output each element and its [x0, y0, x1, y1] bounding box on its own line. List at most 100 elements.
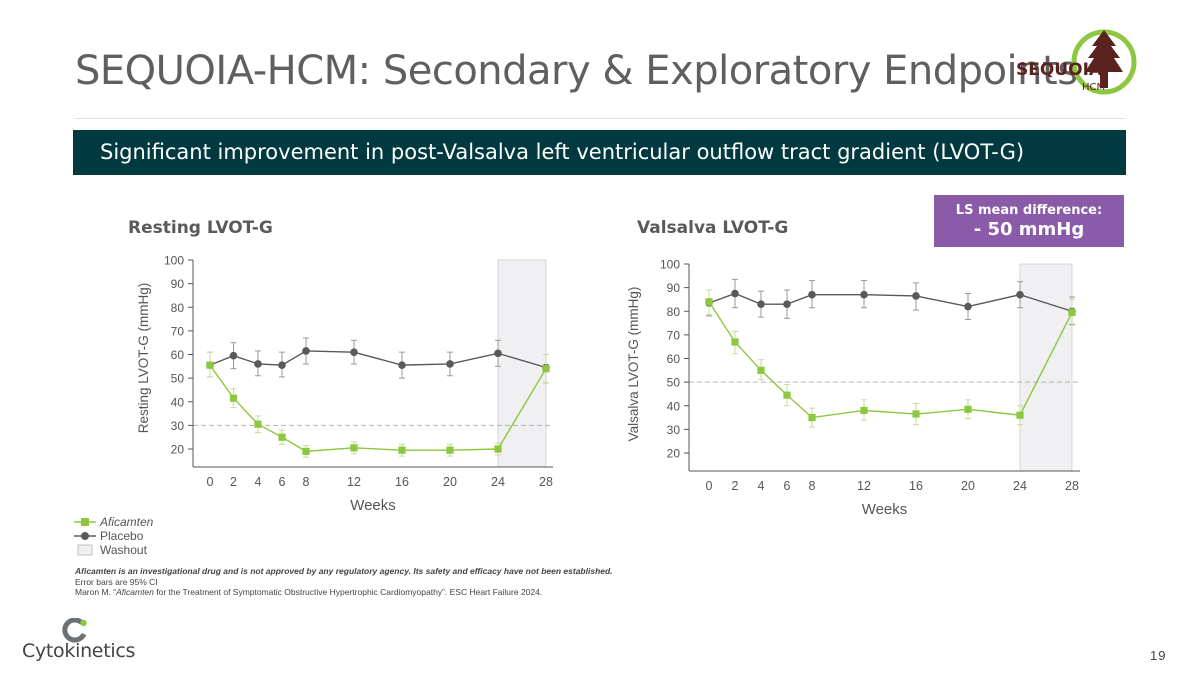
x-tick-label: 0: [706, 479, 713, 493]
x-tick-label: 4: [255, 475, 262, 489]
washout-band: [1019, 263, 1073, 472]
y-axis-title: Resting LVOT-G (mmHg): [136, 283, 151, 434]
legend-label-washout: Washout: [100, 543, 147, 557]
key-message-banner: Significant improvement in post-Valsalva…: [73, 130, 1126, 175]
placebo-legend-icon: [74, 532, 96, 540]
aficamten-point: [350, 444, 358, 452]
placebo-point: [964, 302, 972, 311]
x-tick-label: 2: [230, 475, 237, 489]
aficamten-point: [302, 447, 310, 455]
cytokinetics-mark-icon: [62, 618, 87, 643]
x-tick-label: 8: [303, 475, 310, 489]
placebo-point: [398, 361, 406, 369]
x-tick-label: 20: [443, 475, 457, 489]
x-axis-title: Weeks: [862, 501, 908, 518]
x-tick-label: 6: [279, 475, 286, 489]
y-tick-label: 80: [171, 301, 185, 315]
placebo-point: [446, 360, 454, 368]
x-tick-label: 8: [809, 479, 816, 493]
x-tick-label: 28: [1065, 479, 1079, 493]
aficamten-point: [808, 413, 816, 422]
aficamten-point: [731, 338, 739, 346]
placebo-point: [350, 348, 358, 356]
y-tick-label: 20: [667, 447, 681, 461]
ls-mean-value: - 50 mmHg: [973, 219, 1085, 240]
aficamten-point: [398, 446, 406, 454]
footnote-disclaimer: Aficamten is an investigational drug and…: [75, 566, 613, 576]
svg-text:HCM: HCM: [1082, 82, 1105, 93]
aficamten-point: [1016, 411, 1024, 419]
aficamten-point: [229, 394, 238, 402]
company-name: Cytokinetics: [22, 640, 136, 662]
y-tick-label: 70: [667, 328, 681, 342]
placebo-point: [860, 290, 868, 299]
aficamten-point: [964, 405, 972, 413]
x-tick-label: 4: [758, 479, 765, 493]
aficamten-series-line: [209, 364, 547, 453]
y-tick-label: 30: [667, 423, 681, 437]
footnote-error-bars: Error bars are 95% CI: [75, 576, 158, 587]
x-tick-label: 12: [857, 479, 871, 493]
x-tick-label: 16: [395, 475, 409, 489]
aficamten-point: [1068, 308, 1076, 317]
legend-label-aficamten: Aficamten: [100, 515, 154, 529]
aficamten-point: [494, 445, 502, 453]
y-tick-label: 30: [171, 419, 185, 433]
y-axis-title: Valsalva LVOT-G (mmHg): [626, 287, 641, 442]
washout-legend-icon: [77, 544, 93, 556]
x-tick-label: 2: [732, 479, 739, 493]
aficamten-point: [542, 365, 550, 373]
svg-text:SEQUOIA: SEQUOIA: [1016, 60, 1103, 80]
footnote: Aficamten is an investigational drug and…: [75, 566, 613, 598]
y-tick-label: 90: [667, 281, 681, 295]
aficamten-point: [446, 446, 454, 454]
legend-item-washout: Washout: [74, 543, 153, 557]
slide-title: SEQUOIA-HCM: Secondary & Exploratory End…: [75, 48, 1078, 94]
legend-item-aficamten: Aficamten: [74, 515, 153, 529]
placebo-point: [757, 300, 765, 308]
x-tick-label: 16: [909, 479, 923, 493]
x-axis-title: Weeks: [350, 497, 396, 514]
aficamten-point: [757, 366, 765, 374]
aficamten-point: [254, 420, 262, 428]
placebo-point: [229, 351, 238, 360]
placebo-point: [783, 300, 791, 308]
cytokinetics-logo: Cytokinetics: [22, 618, 136, 663]
y-tick-label: 80: [667, 305, 681, 319]
aficamten-point: [705, 298, 713, 306]
ls-mean-difference-box: LS mean difference: - 50 mmHg: [934, 195, 1124, 247]
placebo-series-line: [708, 292, 1073, 312]
ls-mean-label: LS mean difference:: [955, 203, 1103, 218]
y-tick-label: 100: [164, 254, 184, 268]
washout-band: [497, 259, 547, 468]
aficamten-point: [206, 361, 214, 369]
aficamten-point: [860, 406, 868, 415]
y-tick-label: 40: [667, 399, 681, 413]
y-tick-label: 40: [171, 395, 185, 409]
placebo-point: [1016, 290, 1024, 299]
y-tick-label: 70: [171, 324, 185, 338]
x-tick-label: 28: [539, 475, 553, 489]
footnote-reference: Maron M. “Aficamten for the Treatment of…: [75, 587, 543, 597]
valsalva-chart-title: Valsalva LVOT-G: [637, 218, 789, 238]
resting-chart-title: Resting LVOT-G: [128, 218, 273, 238]
aficamten-point: [278, 433, 286, 441]
y-tick-label: 60: [171, 348, 185, 362]
x-tick-label: 24: [1013, 479, 1027, 493]
x-tick-label: 12: [347, 475, 361, 489]
y-tick-label: 50: [667, 376, 681, 390]
legend-item-placebo: Placebo: [74, 529, 153, 543]
page-number: 19: [1150, 648, 1167, 663]
aficamten-legend-icon: [74, 518, 96, 526]
placebo-point: [808, 290, 816, 299]
x-tick-label: 24: [491, 475, 505, 489]
title-divider: [75, 118, 1125, 119]
placebo-point: [731, 289, 739, 298]
placebo-point: [278, 361, 286, 369]
x-tick-label: 6: [784, 479, 791, 493]
y-tick-label: 60: [667, 352, 681, 366]
aficamten-point: [783, 391, 791, 399]
placebo-point: [912, 292, 920, 300]
placebo-point: [254, 360, 262, 368]
